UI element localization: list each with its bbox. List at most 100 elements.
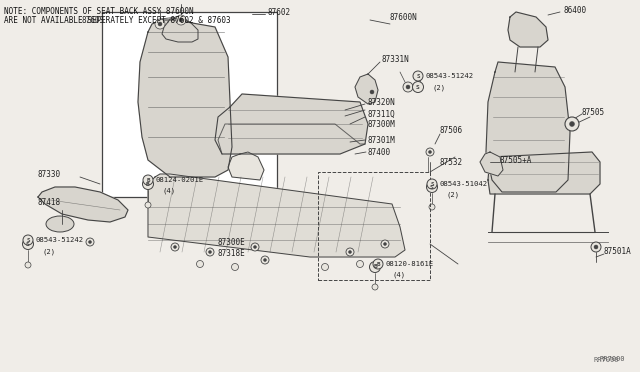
- Text: S: S: [416, 74, 420, 78]
- Circle shape: [232, 263, 239, 270]
- Text: (4): (4): [392, 272, 405, 278]
- Bar: [102, 12, 277, 197]
- Text: 08543-51242: 08543-51242: [426, 73, 474, 79]
- Circle shape: [349, 250, 351, 253]
- Polygon shape: [38, 187, 128, 222]
- Circle shape: [594, 245, 598, 249]
- Text: B: B: [146, 182, 150, 186]
- Circle shape: [413, 71, 423, 81]
- Text: NOTE: COMPONENTS OF SEAT BACK ASSY 87600N: NOTE: COMPONENTS OF SEAT BACK ASSY 87600…: [4, 7, 194, 16]
- Text: (2): (2): [446, 192, 459, 198]
- Text: 87400: 87400: [368, 148, 391, 157]
- Text: RR7000: RR7000: [600, 356, 625, 362]
- Text: (2): (2): [432, 85, 445, 91]
- Circle shape: [373, 259, 383, 269]
- Circle shape: [570, 122, 575, 126]
- Text: (4): (4): [162, 188, 175, 194]
- Text: S: S: [26, 241, 30, 247]
- Circle shape: [206, 248, 214, 256]
- Text: 87331N: 87331N: [382, 55, 410, 64]
- Circle shape: [426, 148, 434, 156]
- Circle shape: [209, 250, 211, 253]
- Circle shape: [413, 81, 424, 93]
- Circle shape: [23, 235, 33, 245]
- Text: 87300E: 87300E: [218, 237, 246, 247]
- Text: 87505+A: 87505+A: [500, 155, 532, 164]
- Circle shape: [429, 151, 431, 154]
- Circle shape: [264, 259, 266, 262]
- Text: 87501A: 87501A: [604, 247, 632, 257]
- Circle shape: [429, 204, 435, 210]
- Circle shape: [196, 260, 204, 267]
- Text: RR7000: RR7000: [594, 357, 620, 363]
- Circle shape: [370, 90, 374, 94]
- Text: 87600N: 87600N: [390, 13, 418, 22]
- Text: 87505: 87505: [582, 108, 605, 116]
- Text: 08543-51242: 08543-51242: [36, 237, 84, 243]
- Circle shape: [261, 256, 269, 264]
- Text: 86400: 86400: [563, 6, 586, 15]
- Polygon shape: [228, 152, 264, 180]
- Ellipse shape: [46, 216, 74, 232]
- Circle shape: [155, 19, 165, 29]
- Circle shape: [426, 182, 438, 192]
- Text: 08124-0201E: 08124-0201E: [156, 177, 204, 183]
- Text: S: S: [430, 182, 434, 186]
- Circle shape: [22, 238, 33, 250]
- Circle shape: [406, 85, 410, 89]
- Bar: [318, 172, 430, 280]
- Text: 87330: 87330: [38, 170, 61, 179]
- Text: 87603: 87603: [82, 16, 105, 25]
- Circle shape: [321, 263, 328, 270]
- Text: ARE NOT AVAILABLE SEPERATELY EXCEPT 87602 & 87603: ARE NOT AVAILABLE SEPERATELY EXCEPT 8760…: [4, 16, 230, 25]
- Circle shape: [403, 82, 413, 92]
- Text: B: B: [373, 264, 377, 269]
- Circle shape: [179, 18, 183, 22]
- Polygon shape: [355, 74, 378, 104]
- Circle shape: [173, 246, 177, 248]
- Polygon shape: [215, 94, 368, 154]
- Text: 08120-8161E: 08120-8161E: [386, 261, 434, 267]
- Text: 87506: 87506: [440, 125, 463, 135]
- Polygon shape: [508, 12, 548, 47]
- Circle shape: [158, 22, 162, 26]
- Circle shape: [86, 238, 94, 246]
- Text: 87320N: 87320N: [368, 97, 396, 106]
- Circle shape: [251, 243, 259, 251]
- Circle shape: [25, 262, 31, 268]
- Polygon shape: [486, 62, 570, 192]
- Polygon shape: [488, 152, 600, 194]
- Circle shape: [176, 15, 186, 25]
- Polygon shape: [480, 152, 503, 176]
- Text: B: B: [147, 177, 150, 183]
- Text: 87318E: 87318E: [218, 250, 246, 259]
- Circle shape: [381, 240, 389, 248]
- Text: 87532: 87532: [440, 157, 463, 167]
- Circle shape: [145, 202, 151, 208]
- Circle shape: [143, 175, 153, 185]
- Circle shape: [369, 262, 381, 273]
- Circle shape: [383, 243, 387, 246]
- Circle shape: [591, 242, 601, 252]
- Text: 87301M: 87301M: [368, 135, 396, 144]
- Circle shape: [346, 248, 354, 256]
- Circle shape: [88, 241, 92, 244]
- Text: 87602: 87602: [268, 7, 291, 16]
- Circle shape: [427, 179, 437, 189]
- Text: 08543-51042: 08543-51042: [440, 181, 488, 187]
- Polygon shape: [162, 18, 198, 42]
- Polygon shape: [138, 20, 232, 177]
- Text: (2): (2): [42, 249, 55, 255]
- Text: S: S: [430, 185, 434, 189]
- Text: S: S: [416, 84, 420, 90]
- Circle shape: [565, 117, 579, 131]
- Circle shape: [372, 284, 378, 290]
- Text: 87311Q: 87311Q: [368, 109, 396, 119]
- Circle shape: [253, 246, 257, 248]
- Text: S: S: [26, 237, 29, 243]
- Circle shape: [356, 260, 364, 267]
- Text: B: B: [376, 262, 380, 266]
- Circle shape: [143, 179, 154, 189]
- Text: 87300M: 87300M: [368, 119, 396, 128]
- Text: 87418: 87418: [38, 198, 61, 206]
